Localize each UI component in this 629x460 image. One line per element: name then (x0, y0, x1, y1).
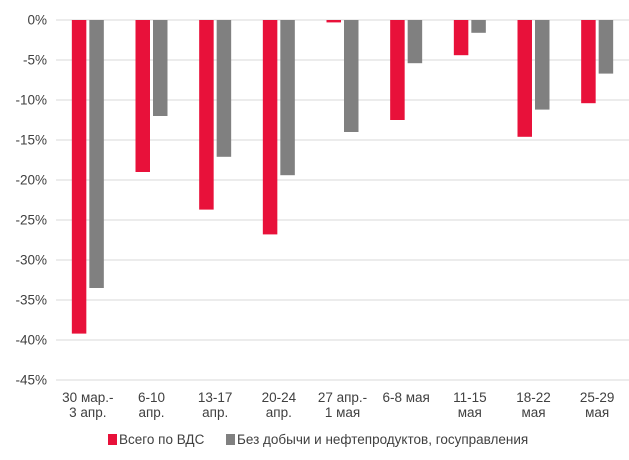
x-axis-ticks: 30 мар.-3 апр. 6-10 апр. 13-17 апр. 20-24 апр.… (62, 390, 614, 420)
bar-total (453, 20, 469, 56)
y-tick-label: -35% (15, 293, 47, 308)
bar-excl (344, 20, 359, 132)
y-tick-label: -20% (15, 173, 47, 188)
bar-excl (407, 20, 423, 64)
bar-total (326, 20, 341, 23)
y-axis-ticks: 0% -5% -10% -15% -20% -25% -30% -35% -40% -45% (15, 13, 47, 388)
x-tick-label: 13-17 апр. (198, 390, 233, 420)
bar-total (517, 20, 532, 137)
y-tick-label: -40% (15, 333, 47, 348)
x-tick-label: 30 мар.-3 апр. (62, 390, 113, 420)
legend-label: Всего по ВДС (119, 432, 205, 447)
y-tick-label: -45% (15, 373, 47, 388)
x-tick-label: 27 апр.-1 мая (318, 390, 367, 420)
x-tick-label: 25-29 мая (580, 390, 615, 420)
legend: Всего по ВДС Без добычи и нефтепродуктов,… (108, 432, 528, 447)
bar-total (581, 20, 596, 104)
bars (71, 20, 614, 334)
bar-excl (535, 20, 550, 110)
bar-excl (280, 20, 295, 176)
bar-excl (89, 20, 104, 288)
bar-excl (216, 20, 232, 157)
bar-total (390, 20, 405, 120)
y-tick-label: -5% (23, 53, 47, 68)
bar-total (199, 20, 214, 210)
legend-swatch (226, 434, 235, 445)
bar-excl (153, 20, 168, 116)
x-tick-label: 6-10 апр. (138, 390, 165, 420)
bar-excl (598, 20, 614, 74)
bar-total (135, 20, 150, 172)
y-tick-label: -30% (15, 253, 47, 268)
bar-excl (471, 20, 486, 33)
legend-swatch (108, 434, 117, 445)
y-tick-label: 0% (27, 13, 47, 28)
y-tick-label: -15% (15, 133, 47, 148)
bar-total (262, 20, 278, 235)
x-tick-label: 20-24 апр. (262, 390, 297, 420)
y-tick-label: -25% (15, 213, 47, 228)
bar-total (71, 20, 87, 334)
y-tick-label: -10% (15, 93, 47, 108)
gridlines (56, 19, 629, 381)
x-tick-label: 18-22 мая (516, 390, 551, 420)
x-tick-label: 6-8 мая (382, 390, 429, 405)
legend-label: Без добычи и нефтепродуктов, госуправлен… (237, 432, 528, 447)
x-tick-label: 11-15 мая (453, 390, 487, 420)
